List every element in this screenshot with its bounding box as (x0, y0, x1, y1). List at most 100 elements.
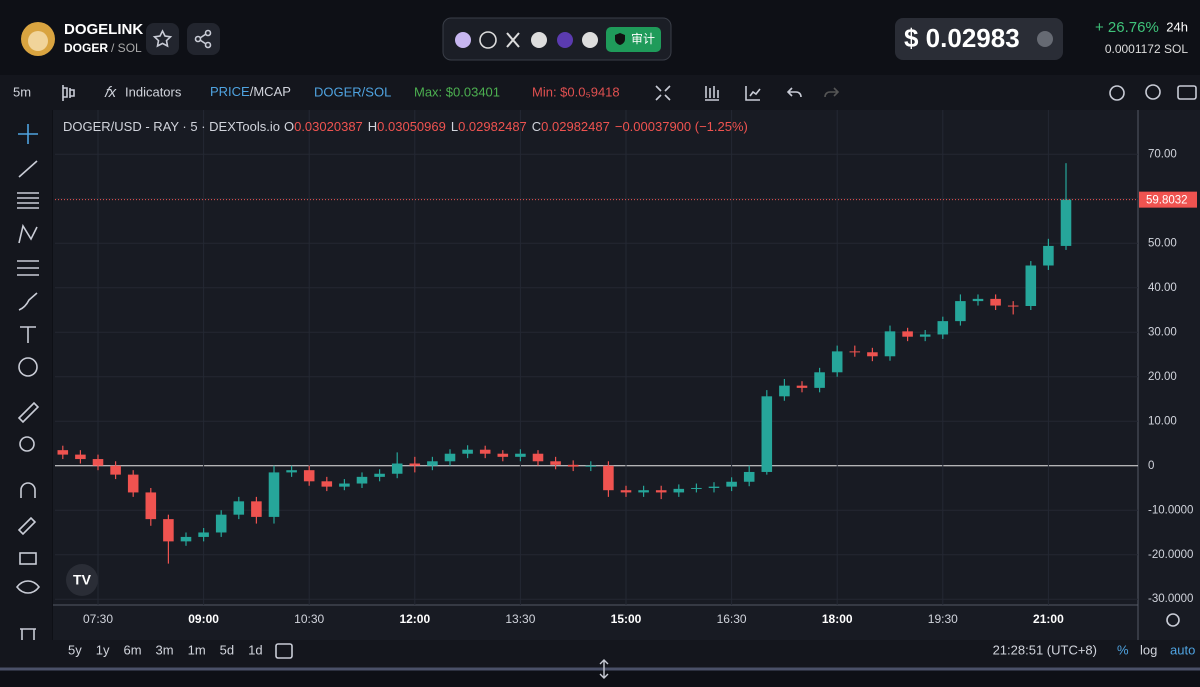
range-button[interactable]: 1d (248, 642, 262, 657)
legend-h: H (368, 119, 377, 134)
clock: 21:28:51 (UTC+8) (993, 642, 1097, 657)
candle-body (1043, 245, 1054, 266)
candle-body (374, 473, 385, 477)
price-label-box (1139, 191, 1197, 208)
candle-body (1007, 305, 1019, 307)
forecast-tool[interactable] (17, 260, 39, 276)
indicators-button[interactable]: Indicators (125, 84, 182, 99)
price-label: 59.8032 (1146, 195, 1188, 207)
candle-body (198, 532, 209, 537)
change-period: 24h (1166, 19, 1188, 34)
emoji-tool[interactable] (18, 357, 38, 377)
visibility-tool[interactable] (15, 580, 41, 594)
candle-body (761, 396, 773, 472)
interval-button[interactable]: 5m (13, 84, 31, 99)
info-icon[interactable] (1037, 31, 1053, 47)
candle-body (145, 492, 157, 520)
trendline-tool[interactable] (18, 160, 38, 178)
range-button[interactable]: 5d (220, 642, 234, 657)
chart-icon[interactable] (705, 86, 719, 101)
ruler-tool[interactable] (17, 401, 40, 424)
candle-body (831, 351, 843, 373)
compare-icon[interactable] (745, 86, 761, 101)
candle-body (427, 461, 438, 466)
text-tool[interactable] (20, 326, 36, 343)
x-tick-label: 07:30 (83, 612, 113, 626)
lock-tool[interactable] (19, 552, 37, 565)
bottom-panel (0, 668, 1200, 682)
range-button[interactable]: 1y (96, 642, 110, 657)
x-tick-label: 16:30 (717, 612, 747, 626)
candle-body (233, 501, 245, 515)
x-tick-label: 15:00 (611, 612, 642, 626)
x-link[interactable] (506, 32, 520, 48)
y-tick-label: 40.00 (1148, 282, 1177, 294)
tradingview-logo[interactable] (66, 564, 98, 596)
telegram-link[interactable] (531, 32, 547, 48)
axis-settings-icon[interactable] (1166, 613, 1180, 627)
magnet-tool[interactable] (20, 482, 36, 498)
x-tick-label: 09:00 (188, 612, 219, 626)
token-pair: DOGER / SOL (64, 41, 142, 55)
candle-body (849, 351, 861, 353)
price-box (895, 18, 1063, 60)
range-button[interactable]: 5y (68, 642, 82, 657)
more-link[interactable] (582, 32, 598, 48)
candle-body (391, 463, 403, 474)
star-icon (152, 29, 173, 48)
candle-type-icon[interactable] (62, 85, 75, 101)
candle-body (444, 453, 456, 462)
pair-toggle[interactable]: DOGER/SOL (314, 84, 391, 99)
lock-draw-tool[interactable] (17, 516, 37, 536)
resize-handle[interactable] (599, 659, 609, 679)
screenshot-icon[interactable] (1177, 85, 1197, 100)
fib-tool[interactable] (17, 192, 39, 209)
candle-body (743, 471, 755, 482)
candle-body (867, 352, 878, 357)
candle-body (75, 454, 86, 460)
other-link[interactable] (557, 32, 573, 48)
candle-body (567, 464, 579, 467)
favorite-button[interactable] (146, 23, 179, 55)
candle-body (180, 536, 192, 542)
share-icon (194, 29, 212, 49)
mcap-toggle[interactable]: /MCAP (250, 84, 291, 99)
percent-toggle[interactable]: % (1117, 642, 1129, 657)
price-mcap-toggle[interactable]: PRICE/MCAP (210, 84, 291, 99)
drawing-toolbar (0, 110, 52, 660)
crosshair-tool[interactable] (18, 124, 38, 144)
settings-icon[interactable] (1145, 84, 1161, 100)
candle-body (462, 449, 473, 454)
candle-body (884, 331, 896, 357)
auto-toggle[interactable]: auto (1170, 642, 1195, 657)
date-range-icon[interactable] (275, 643, 293, 659)
pattern-tool[interactable] (18, 223, 38, 244)
price-toggle[interactable]: PRICE (210, 84, 250, 99)
range-button[interactable]: 3m (156, 642, 174, 657)
candle-body (990, 298, 1001, 306)
shield-icon (615, 33, 625, 45)
fullscreen-icon[interactable] (655, 85, 671, 101)
share-button[interactable] (187, 23, 220, 55)
zoom-tool[interactable] (19, 436, 35, 452)
min-price: Min: $0.0₅9418 (532, 84, 620, 99)
range-button[interactable]: 6m (123, 642, 141, 657)
candle-body (92, 459, 104, 466)
candle-body (268, 472, 280, 517)
legend-l: L (451, 119, 458, 134)
replay-icon[interactable] (1109, 85, 1125, 101)
log-toggle[interactable]: log (1140, 642, 1157, 657)
website-link[interactable] (479, 31, 497, 49)
dex-link[interactable] (455, 32, 471, 48)
candle-body (972, 298, 984, 302)
y-tick-label: 70.00 (1148, 148, 1177, 160)
x-tick-label: 10:30 (294, 612, 324, 626)
y-tick-label: -10.0000 (1148, 504, 1193, 516)
candle-body (497, 453, 509, 457)
undo-icon[interactable] (786, 87, 802, 98)
brush-tool[interactable] (18, 292, 38, 311)
y-tick-label: -30.0000 (1148, 593, 1193, 605)
legend-title: DOGER/USD - RAY · 5 · DEXTools.io (63, 119, 280, 134)
range-button[interactable]: 1m (188, 642, 206, 657)
candle-body (479, 449, 491, 454)
